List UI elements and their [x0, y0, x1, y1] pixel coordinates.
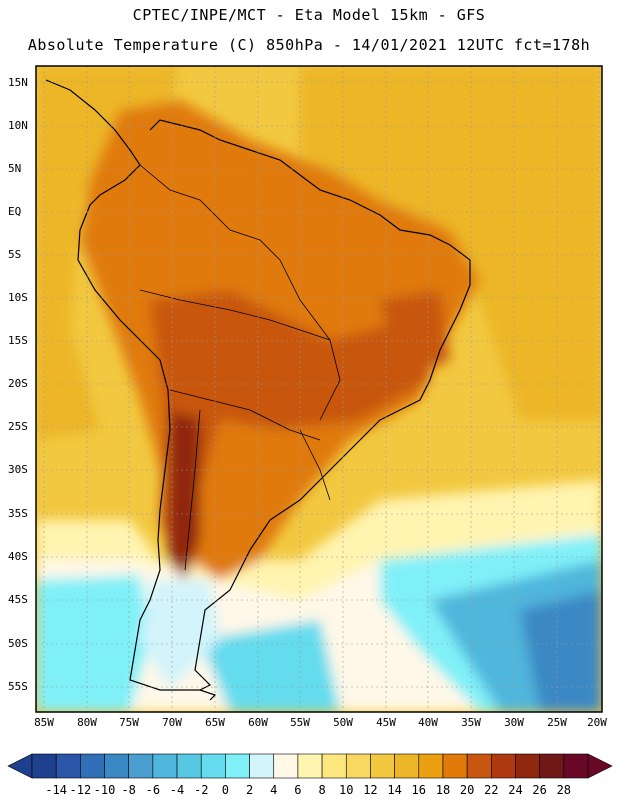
colorbar-label: 22 — [484, 783, 499, 797]
lat-tick-55s: 55S — [8, 680, 28, 693]
colorbar-swatch — [394, 753, 420, 779]
lon-tick-85w: 85W — [34, 716, 54, 729]
colorbar-label: -10 — [93, 783, 116, 797]
colorbar-label: -6 — [145, 783, 161, 797]
colorbar-label: 18 — [435, 783, 451, 797]
south-cone-cyan — [200, 620, 340, 712]
colorbar-swatch — [273, 753, 299, 779]
colorbar-swatch — [442, 753, 468, 779]
colorbar-swatch — [370, 753, 395, 779]
lon-tick-55w: 55W — [290, 716, 310, 729]
lon-tick-25w: 25W — [547, 716, 567, 729]
colorbar-arrow-low — [7, 753, 33, 779]
colorbar-swatch — [225, 753, 250, 779]
colorbar-label: 6 — [294, 783, 302, 797]
colorbar-label: 2 — [245, 783, 254, 797]
lat-tick-25s: 25S — [8, 420, 28, 433]
lat-tick-5n: 5N — [8, 162, 22, 175]
colorbar-label: 0 — [221, 783, 229, 797]
andes-hot — [168, 410, 200, 580]
map-frame — [35, 65, 603, 713]
ocean-cyan-west — [36, 575, 150, 712]
colorbar-swatch — [80, 753, 105, 779]
colorbar-label: 20 — [459, 783, 475, 797]
lon-tick-50w: 50W — [333, 716, 353, 729]
continent-hot — [150, 290, 430, 560]
colorbar-swatch — [418, 753, 444, 779]
colorbar-label: 16 — [411, 783, 426, 797]
lon-tick-60w: 60W — [248, 716, 268, 729]
colorbar-label: -2 — [193, 783, 209, 797]
colorbar-swatch — [55, 753, 81, 779]
lon-tick-35w: 35W — [461, 716, 481, 729]
lon-tick-40w: 40W — [418, 716, 438, 729]
colorbar-swatch — [152, 753, 178, 779]
colorbar-label: 8 — [318, 783, 326, 797]
lon-tick-70w: 70W — [162, 716, 182, 729]
colorbar-swatch — [31, 753, 57, 779]
lat-tick-15s: 15S — [8, 334, 28, 347]
lat-tick-eq: EQ — [8, 205, 22, 218]
chart-title-line1: CPTEC/INPE/MCT - Eta Model 15km - GFS — [132, 6, 486, 24]
colorbar-label: 28 — [556, 783, 572, 797]
colorbar-arrow-high — [587, 753, 613, 779]
lat-tick-45s: 45S — [8, 593, 28, 606]
nordeste-hot — [380, 290, 450, 380]
colorbar-swatch — [321, 753, 347, 779]
lat-tick-10s: 10S — [8, 291, 28, 304]
lat-tick-20s: 20S — [8, 377, 28, 390]
lon-tick-65w: 65W — [205, 716, 225, 729]
colorbar-swatch — [491, 753, 516, 779]
colorbar-label: -4 — [169, 783, 185, 797]
lat-tick-30s: 30S — [8, 463, 28, 476]
country-borders — [139, 164, 341, 571]
lon-tick-80w: 80W — [77, 716, 97, 729]
lat-tick-35s: 35S — [8, 507, 28, 520]
colorbar-label: 26 — [532, 783, 547, 797]
patagonia-cool — [140, 580, 220, 690]
lat-tick-50s: 50S — [8, 637, 28, 650]
colorbar — [7, 753, 613, 779]
chart-title-line2: Absolute Temperature (C) 850hPa - 14/01/… — [27, 36, 591, 54]
lon-tick-30w: 30W — [504, 716, 524, 729]
colorbar-swatch — [297, 753, 323, 779]
colorbar-swatch — [176, 753, 202, 779]
ocean-deep-blue — [520, 590, 602, 712]
colorbar-label: -14 — [45, 783, 68, 797]
colorbar-label: 24 — [508, 783, 523, 797]
lat-tick-10n: 10N — [8, 119, 28, 132]
colorbar-label: -8 — [121, 783, 136, 797]
colorbar-swatch — [515, 753, 540, 779]
colorbar-swatch — [128, 753, 154, 779]
colorbar-label: -12 — [69, 783, 92, 797]
colorbar-label: 10 — [339, 783, 354, 797]
lon-tick-75w: 75W — [119, 716, 139, 729]
lat-tick-5s: 5S — [8, 248, 22, 261]
colorbar-swatch — [466, 753, 492, 779]
colorbar-swatch — [563, 753, 589, 779]
colorbar-swatch — [104, 753, 129, 779]
colorbar-label: 4 — [270, 783, 278, 797]
colorbar-label: 12 — [363, 783, 378, 797]
colorbar-swatch — [249, 753, 275, 779]
colorbar-swatch — [200, 753, 226, 779]
pacific-warm-band — [36, 66, 180, 440]
lat-tick-15n: 15N — [8, 76, 28, 89]
colorbar-swatch — [345, 753, 371, 779]
grid-lines — [36, 66, 602, 712]
lat-tick-40s: 40S — [8, 550, 28, 563]
colorbar-label: 14 — [387, 783, 402, 797]
colorbar-swatch — [539, 753, 565, 779]
lon-tick-20w: 20W — [587, 716, 607, 729]
lon-tick-45w: 45W — [376, 716, 396, 729]
